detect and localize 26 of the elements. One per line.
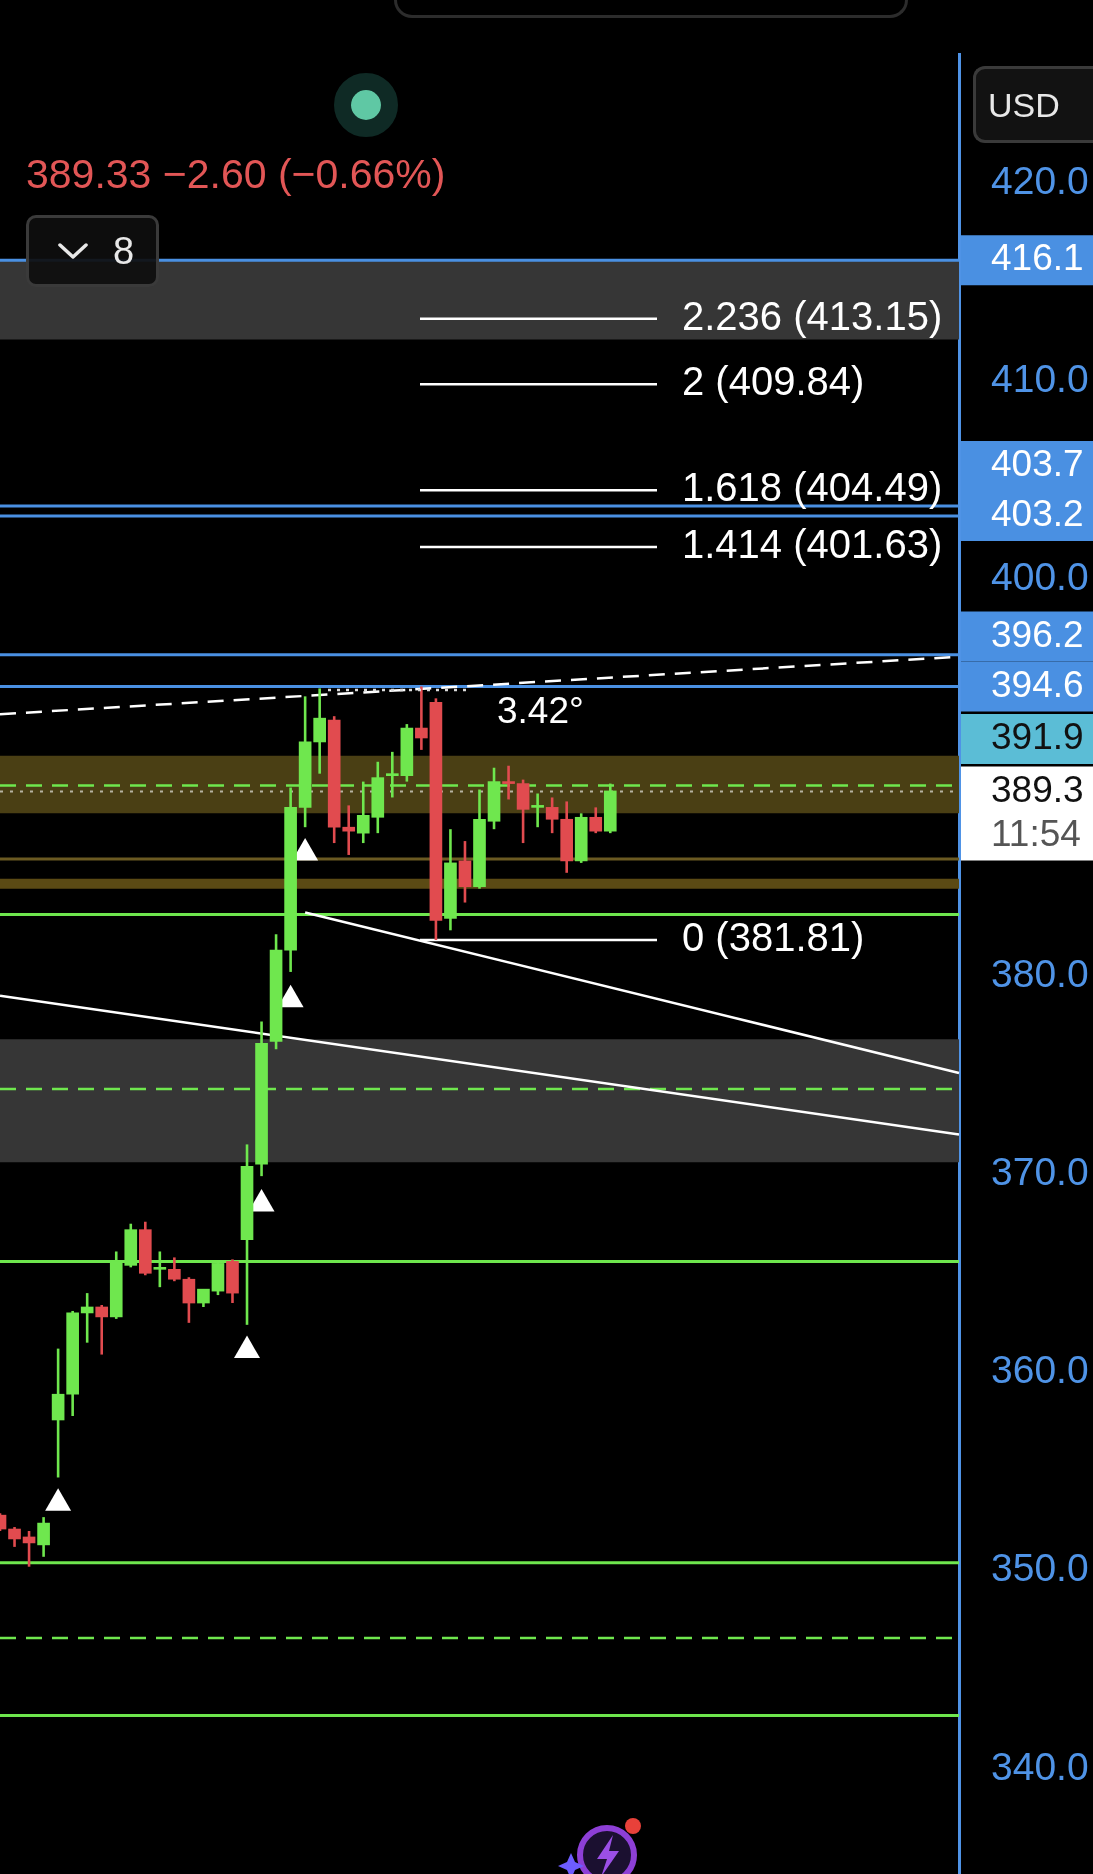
collapse-button: 8 — [26, 215, 159, 287]
ref-line-label: 0 (381.81) — [682, 915, 865, 960]
text: 391.9 — [991, 716, 1084, 758]
ref-line-label: 1.414 (401.63) — [682, 522, 943, 567]
ref-line-label: 2 (409.84) — [682, 359, 865, 404]
annotation: 8 — [113, 230, 135, 272]
text: 389.33 −2.60 (−0.66%) — [26, 151, 446, 197]
ref-line-label: 403.2 — [991, 493, 1084, 535]
y-tick-label: 400.0 — [991, 555, 1089, 599]
ref-line-label: 1.618 (404.49) — [682, 465, 943, 510]
ref-line-label: 394.6 — [991, 663, 1084, 705]
y-tick-label: 420.0 — [991, 158, 1089, 202]
currency-box: USD — [973, 66, 1093, 143]
annotation: 3.42° — [497, 690, 584, 732]
ref-line-label: 2.236 (413.15) — [682, 293, 943, 338]
ref-line-label: 416.1 — [991, 237, 1084, 279]
y-tick-label: 380.0 — [991, 951, 1089, 995]
y-tick-label: 360.0 — [991, 1348, 1089, 1392]
ref-line-label: 389.3 — [991, 768, 1084, 810]
y-tick-label: 410.0 — [991, 356, 1089, 400]
ref-line-label: 396.2 — [991, 613, 1084, 655]
y-tick-label: 370.0 — [991, 1149, 1089, 1193]
ref-line-label: 403.7 — [991, 443, 1084, 485]
text: 11:54 — [991, 812, 1081, 854]
y-tick-label: 340.0 — [991, 1744, 1089, 1788]
y-tick-label: 350.0 — [991, 1546, 1089, 1590]
